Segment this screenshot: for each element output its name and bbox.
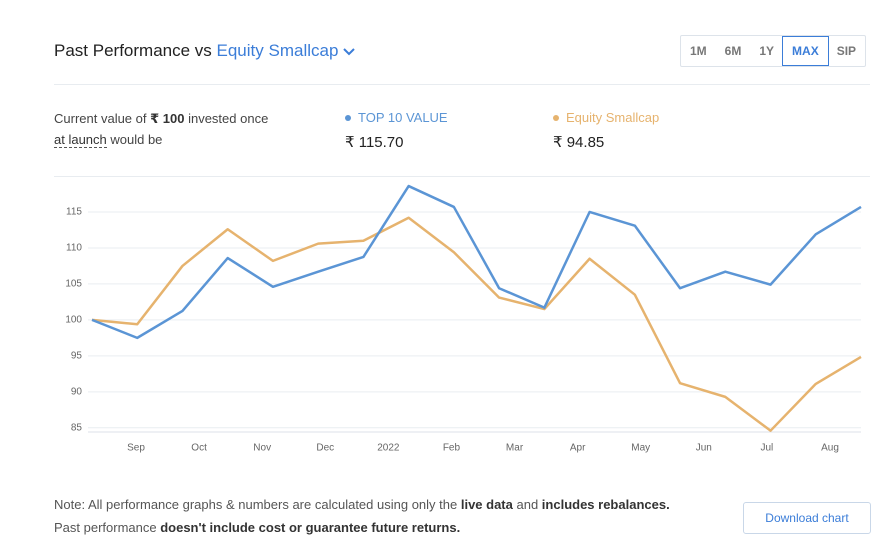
current-value: ₹ 94.85	[553, 134, 605, 151]
divider	[54, 84, 870, 85]
text-segment: doesn't include cost or guarantee future…	[160, 520, 461, 535]
text-segment: Past performance	[54, 520, 161, 535]
text-segment: would be	[106, 132, 163, 147]
x-tick-label: Aug	[821, 443, 839, 454]
current-value: ₹ 115.70	[345, 134, 404, 151]
text-segment: includes rebalances.	[541, 497, 670, 512]
compare-dropdown[interactable]: Equity Smallcap	[217, 41, 356, 60]
y-tick-label: 115	[66, 207, 82, 218]
text-segment: invested once	[184, 111, 269, 126]
text-line: Past performance doesn't include cost or…	[54, 520, 460, 535]
x-tick-label: Oct	[191, 443, 207, 454]
range-button[interactable]: 6M	[724, 44, 742, 58]
text-segment: ₹ 100	[150, 111, 185, 126]
x-tick-label: Jun	[696, 443, 712, 454]
text-segment: at launch	[54, 132, 107, 148]
x-tick-label: Sep	[127, 443, 145, 454]
legend-item: TOP 10 VALUE	[345, 110, 448, 125]
range-button[interactable]: SIP	[836, 44, 857, 58]
x-tick-label: 2022	[377, 443, 400, 454]
chevron	[343, 47, 356, 55]
text-line: Note: All performance graphs & numbers a…	[54, 497, 670, 512]
legend-label: Equity Smallcap	[566, 110, 660, 125]
x-tick-label: May	[631, 443, 650, 454]
legend-dot	[553, 114, 559, 121]
text-segment: and	[512, 497, 542, 512]
range-button[interactable]: MAX	[782, 36, 829, 66]
range-button[interactable]: 1M	[690, 44, 707, 58]
text-segment: live data	[460, 497, 513, 512]
legend-label: TOP 10 VALUE	[358, 110, 448, 125]
range-selector: 1M 6M 1Y MAX SIP	[680, 35, 867, 67]
y-tick-label: 105	[65, 279, 82, 290]
header-title: Past Performance vs Equity Smallcap	[54, 41, 356, 61]
x-tick-label: Jul	[761, 443, 774, 454]
legend-item: Equity Smallcap	[553, 110, 659, 125]
series-line	[91, 184, 862, 340]
x-tick-label: Dec	[316, 443, 334, 454]
y-tick-label: 95	[71, 351, 83, 362]
y-tick-label: 100	[65, 315, 82, 326]
chart: 85 90 95 100 105 110 115 Sep Oct Nov Dec 2022 Feb Mar…	[65, 184, 862, 454]
text-line: Current value of ₹ 100 invested once	[54, 111, 268, 127]
x-tick-label: Apr	[570, 443, 586, 454]
title-text: Past Performance vs	[54, 41, 212, 60]
y-tick-label: 110	[66, 243, 82, 254]
text-segment: Note: All performance graphs & numbers a…	[54, 497, 461, 512]
text-line: at launch would be	[54, 132, 163, 148]
divider	[54, 176, 870, 177]
y-tick-label: 85	[71, 422, 83, 433]
range-button[interactable]: 1Y	[759, 44, 775, 58]
compare-text: Equity Smallcap	[216, 41, 339, 60]
legend-dot	[345, 114, 351, 121]
text-segment: Current value of	[54, 111, 151, 126]
download-button[interactable]: Download chart	[743, 502, 871, 534]
series-line	[91, 216, 862, 432]
y-tick-label: 90	[71, 386, 83, 397]
x-tick-label: Feb	[443, 443, 461, 454]
x-tick-label: Nov	[253, 443, 271, 454]
x-tick-label: Mar	[506, 443, 524, 454]
